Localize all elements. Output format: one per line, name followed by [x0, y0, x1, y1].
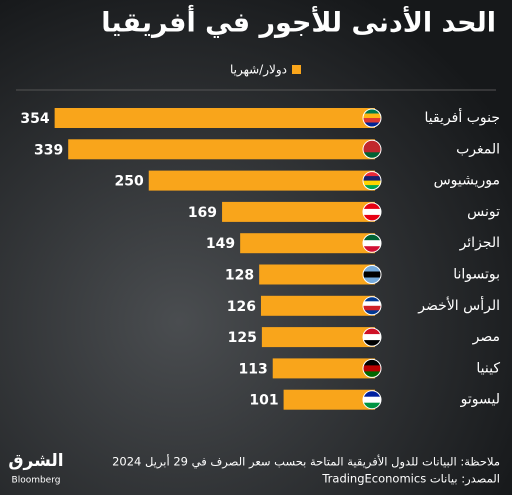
flag-stripe	[363, 310, 381, 315]
value-label: 149	[206, 236, 235, 252]
flag-stripe	[363, 176, 381, 182]
flag	[362, 327, 382, 347]
flag	[362, 171, 382, 191]
flag	[362, 139, 382, 159]
flag-stripe	[363, 246, 381, 253]
flag-border	[362, 171, 382, 191]
category-label: المغرب	[456, 141, 500, 157]
category-label: بوتسوانا	[453, 267, 500, 283]
bar	[68, 139, 375, 160]
flag-stripe	[363, 202, 381, 210]
flag-stripe	[363, 140, 381, 147]
flag-border	[362, 358, 382, 378]
value-label: 250	[115, 174, 144, 190]
flag-stripe	[363, 340, 381, 347]
flag-stripe	[363, 359, 381, 366]
legend-label: دولار/شهريا	[230, 63, 287, 78]
bar	[272, 358, 375, 379]
chart-title: الحد الأدنى للأجور في أفريقيا	[101, 5, 496, 39]
flag-stripe	[363, 402, 381, 409]
flag-stripe	[363, 146, 381, 153]
bar	[259, 264, 375, 285]
flag-border	[362, 139, 382, 159]
flag-stripe	[363, 277, 381, 284]
flag	[362, 202, 382, 222]
flag-stripe	[363, 109, 381, 114]
flag-stripe	[363, 118, 381, 123]
bar	[222, 201, 375, 222]
category-label: الجزائر	[459, 235, 500, 251]
source: المصدر: بيانات TradingEconomics	[321, 472, 500, 487]
flag-stripe	[363, 365, 381, 372]
flag-stripe	[363, 208, 381, 216]
value-label: 169	[188, 205, 217, 221]
flag-stripe	[363, 328, 381, 335]
value-label: 354	[20, 111, 49, 127]
legend-swatch	[292, 65, 301, 74]
category-label: كينيا	[476, 360, 500, 376]
bar	[54, 108, 375, 128]
flag-border	[362, 296, 382, 316]
flag-border	[362, 108, 382, 128]
flag-stripe	[363, 185, 381, 190]
flag-border	[362, 233, 382, 253]
flag	[362, 390, 382, 410]
category-label: مصر	[472, 329, 500, 345]
bar	[283, 389, 375, 410]
flag-border	[362, 390, 382, 410]
logo-sub: Bloomberg	[12, 476, 61, 486]
flag-stripe	[363, 180, 381, 186]
value-label: 113	[239, 361, 268, 377]
flag	[362, 233, 382, 253]
flag-border	[362, 327, 382, 347]
flag-stripe	[363, 296, 381, 302]
value-label: 126	[227, 299, 256, 315]
flag-stripe	[363, 171, 381, 177]
value-label: 128	[225, 268, 254, 284]
flag-border	[362, 265, 382, 284]
bar	[260, 295, 375, 316]
flag-stripe	[363, 265, 381, 272]
category-label: الرأس الأخضر	[417, 296, 500, 314]
logo: الشرق	[8, 451, 63, 471]
flag-stripe	[363, 301, 381, 307]
bar	[240, 233, 375, 254]
flag-border	[362, 202, 382, 222]
flag-stripe	[363, 113, 381, 119]
flag-stripe	[363, 371, 381, 378]
flag-stripe	[363, 240, 381, 247]
value-label: 101	[249, 393, 278, 409]
value-label: 125	[228, 330, 257, 346]
flag-stripe	[363, 271, 381, 278]
flag-stripe	[363, 214, 381, 221]
category-label: جنوب أفريقيا	[424, 108, 500, 126]
bar	[261, 327, 375, 348]
value-label: 339	[34, 142, 63, 158]
flag	[362, 296, 382, 316]
flag	[362, 265, 382, 284]
category-label: تونس	[467, 204, 500, 220]
bar	[148, 170, 375, 191]
flag-stripe	[363, 305, 381, 311]
category-label: ليسوتو	[460, 392, 500, 408]
flag-stripe	[363, 122, 381, 127]
note: ملاحظة: البيانات للدول الأفريقية المتاحة…	[112, 454, 500, 470]
flag	[362, 358, 382, 378]
flag-stripe	[363, 234, 381, 241]
flag	[362, 108, 382, 128]
flag-stripe	[363, 390, 381, 398]
flag-stripe	[363, 152, 381, 159]
category-label: موريشيوس	[434, 173, 500, 189]
flag-stripe	[363, 334, 381, 341]
flag-stripe	[363, 396, 381, 404]
